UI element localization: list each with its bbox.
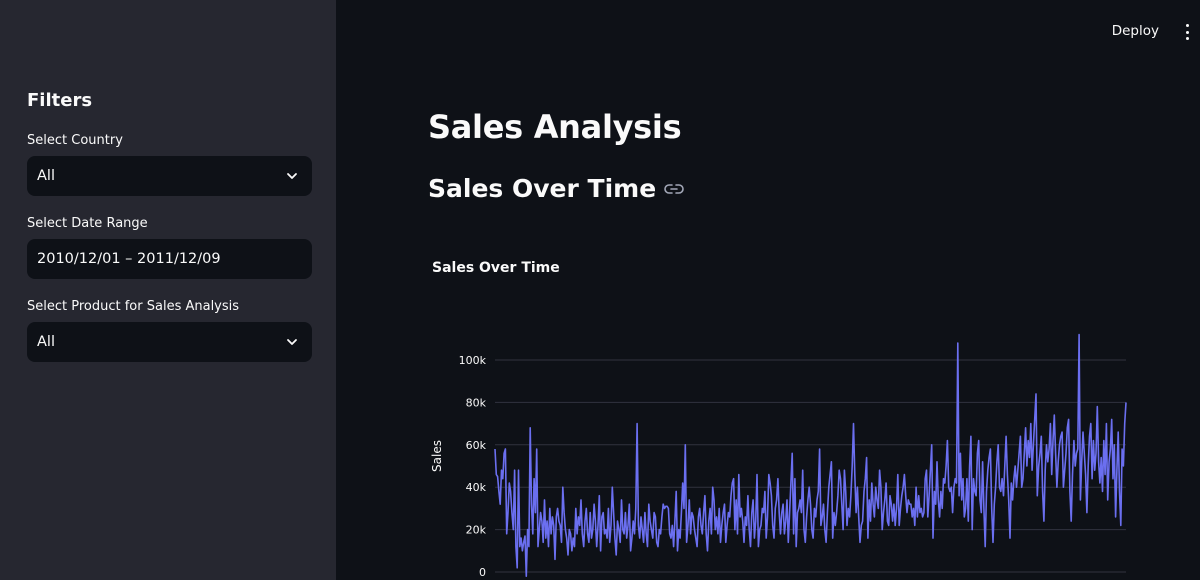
country-select-value: All <box>37 168 55 184</box>
chevron-down-icon <box>284 334 300 350</box>
chevron-down-icon <box>284 168 300 184</box>
section-title: Sales Over Time <box>428 174 684 203</box>
product-label: Select Product for Sales Analysis <box>27 299 240 314</box>
country-select[interactable]: All <box>27 156 312 196</box>
page-title: Sales Analysis <box>428 108 682 146</box>
section-title-text: Sales Over Time <box>428 174 657 203</box>
country-label: Select Country <box>27 133 123 148</box>
main-content: Deploy Sales Analysis Sales Over Time <box>336 0 1200 580</box>
link-icon[interactable] <box>664 183 684 195</box>
sales-chart: Sales Over Time 0 20k 40k 60k 80k 100k Sales <box>430 260 1127 579</box>
chart-title: Sales Over Time <box>432 260 560 276</box>
sidebar: Filters Select Country All Select Date R… <box>0 0 336 580</box>
more-options-icon[interactable] <box>1184 24 1190 40</box>
sidebar-title: Filters <box>27 90 93 111</box>
date-range-label: Select Date Range <box>27 216 148 231</box>
date-range-input[interactable]: 2010/12/01 – 2011/12/09 <box>27 239 312 279</box>
y-tick-label: 60k <box>466 439 487 452</box>
date-range-value: 2010/12/01 – 2011/12/09 <box>37 251 221 267</box>
product-select-value: All <box>37 334 55 350</box>
deploy-button[interactable]: Deploy <box>1111 23 1159 39</box>
y-axis-label: Sales <box>430 440 444 472</box>
y-tick-label: 100k <box>459 354 487 367</box>
y-tick-label: 80k <box>466 396 487 409</box>
sales-line <box>494 333 1127 577</box>
y-tick-label: 20k <box>466 524 487 537</box>
y-tick-label: 40k <box>466 481 487 494</box>
y-axis: 0 20k 40k 60k 80k 100k <box>459 354 487 579</box>
product-select[interactable]: All <box>27 322 312 362</box>
y-tick-label: 0 <box>479 566 486 579</box>
